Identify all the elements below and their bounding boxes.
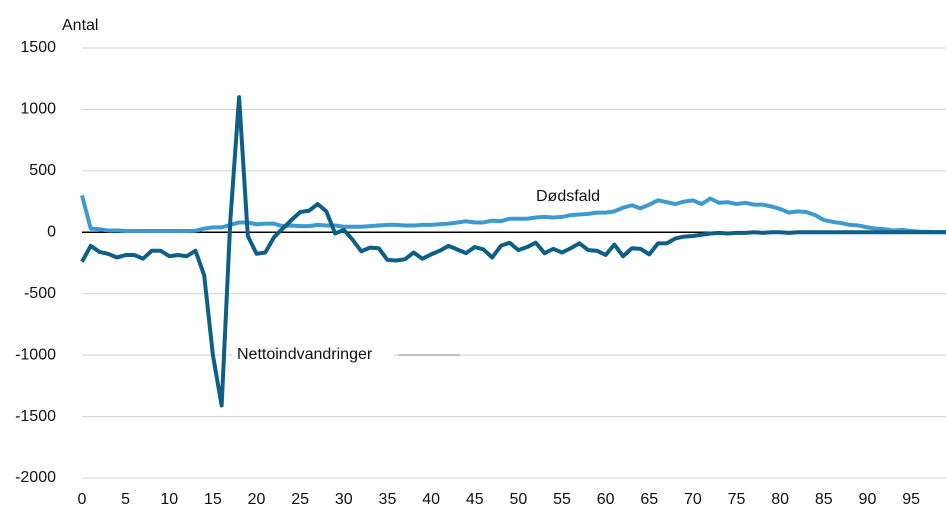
line-series	[80, 194, 946, 235]
x-tick-label: 55	[553, 491, 571, 508]
series-label: Nettoindvandringer	[237, 346, 373, 363]
x-tick-label: 25	[291, 491, 309, 508]
y-tick-label: -1500	[15, 408, 56, 425]
y-tick-label: 1500	[20, 39, 56, 56]
x-tick-label: 90	[859, 491, 877, 508]
x-tick-label: 50	[509, 491, 527, 508]
y-tick-label: -2000	[15, 469, 56, 486]
x-tick-label: 95	[902, 491, 920, 508]
y-tick-label: -500	[24, 285, 56, 302]
y-tick-label: 0	[47, 224, 56, 241]
x-tick-label: 85	[815, 491, 833, 508]
y-tick-label: 1000	[20, 101, 56, 118]
series-label: Dødsfald	[536, 188, 600, 205]
y-tick-label: 500	[29, 162, 56, 179]
x-tick-label: 80	[771, 491, 789, 508]
x-tick-label: 40	[422, 491, 440, 508]
x-tick-label: 0	[78, 491, 87, 508]
label-bg	[232, 344, 394, 366]
line-series	[80, 95, 946, 408]
y-axis-label: Antal	[62, 17, 98, 34]
x-tick-label: 70	[684, 491, 702, 508]
x-tick-label: 60	[597, 491, 615, 508]
label-bg	[531, 186, 611, 208]
x-tick-label: 20	[248, 491, 266, 508]
x-tick-label: 5	[121, 491, 130, 508]
x-tick-label: 75	[728, 491, 746, 508]
y-tick-label: -1000	[15, 346, 56, 363]
x-tick-label: 15	[204, 491, 222, 508]
x-tick-label: 30	[335, 491, 353, 508]
x-tick-label: 45	[466, 491, 484, 508]
x-tick-label: 10	[160, 491, 178, 508]
x-tick-label: 35	[379, 491, 397, 508]
x-tick-label: 65	[640, 491, 658, 508]
